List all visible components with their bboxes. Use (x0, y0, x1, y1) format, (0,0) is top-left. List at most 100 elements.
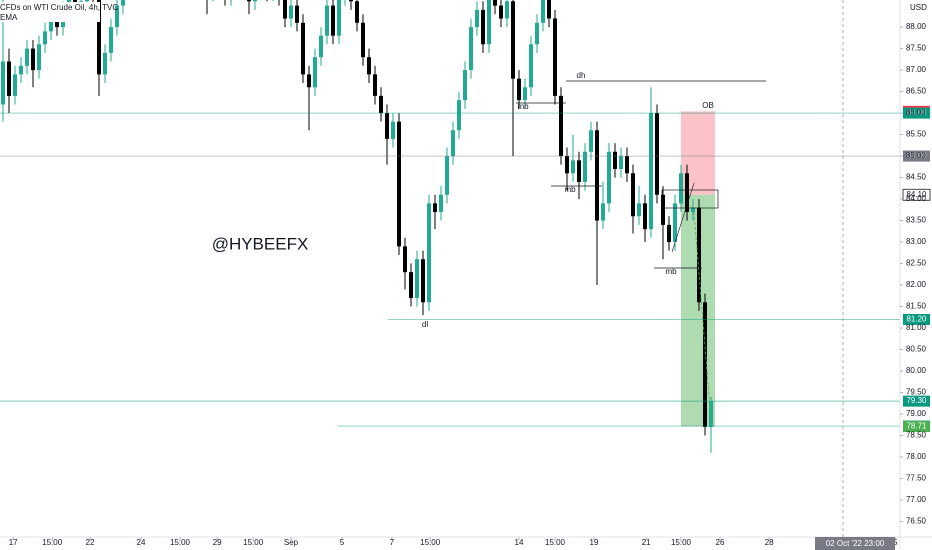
candle-body (523, 87, 527, 101)
x-tick-label: 7 (390, 538, 395, 547)
candle-body (583, 151, 587, 182)
chart-title: CFDs on WTI Crude Oil, 4h, TVC (0, 3, 118, 12)
x-tick-label: 15:00 (671, 538, 692, 547)
candle-body (679, 173, 683, 204)
candle-body (385, 113, 389, 139)
candle-body (295, 5, 299, 23)
drawings: dh mb mb OB dl mb @HYBEEFX (212, 0, 844, 537)
candle-body (283, 0, 287, 19)
candle-body (511, 1, 515, 79)
candle-body (415, 259, 419, 298)
candle-body (475, 9, 479, 28)
candle-body (97, 0, 101, 75)
candle-body (85, 0, 89, 2)
candle-body (499, 5, 503, 19)
candle-body (439, 194, 443, 212)
candle-body (589, 130, 593, 152)
y-tick-label: 85.00 (906, 151, 927, 160)
x-tick-label: 17 (9, 538, 18, 547)
y-tick-label: 78.50 (906, 431, 927, 440)
y-tick-label: 87.50 (906, 44, 927, 53)
candle-body (403, 246, 407, 273)
candle-body (409, 272, 413, 298)
y-tick-label: 79.50 (906, 388, 927, 397)
candle-body (547, 0, 551, 19)
candle-body (667, 224, 671, 243)
candle-body (457, 100, 461, 131)
y-tick-label: 76.50 (906, 517, 927, 526)
candle-body (115, 5, 119, 28)
candle-body (31, 48, 35, 71)
candle-body (685, 173, 689, 212)
y-tick-label: 85.50 (906, 130, 927, 139)
level-label: 79.30 (906, 396, 927, 405)
candle-body (319, 35, 323, 58)
level-label: 81.20 (906, 315, 927, 324)
y-tick-label: 86.50 (906, 87, 927, 96)
candle-body (103, 52, 107, 75)
y-tick-label: 78.00 (906, 452, 927, 461)
x-tick-label: 14 (515, 538, 524, 547)
candle-body (109, 27, 113, 53)
line (671, 182, 695, 253)
candles (1, 0, 713, 453)
candle-body (379, 95, 383, 114)
y-tick-label: 81.00 (906, 323, 927, 332)
y-tick-label: 80.00 (906, 366, 927, 375)
candle-body (607, 151, 611, 204)
candle-body (337, 0, 341, 36)
candle-body (445, 156, 449, 195)
currency: USD (910, 3, 927, 12)
candle-body (637, 203, 641, 217)
candle-body (463, 70, 467, 101)
x-tick-label: 29 (213, 538, 222, 547)
candle-body (397, 121, 401, 247)
candle-body (697, 207, 701, 303)
x-tick-label: 15:00 (545, 538, 566, 547)
candle-body (469, 27, 473, 71)
level-tag (903, 421, 930, 433)
candle-body (19, 65, 23, 75)
level-label: 86.00 (906, 108, 927, 117)
x-tick-label: 15:00 (42, 538, 63, 547)
level-label: 78.71 (906, 422, 927, 431)
y-tick-label: 88.00 (906, 22, 927, 31)
candle-body (325, 5, 329, 36)
candle-body (601, 203, 605, 221)
candle-body (487, 0, 491, 45)
annotation: mb (665, 267, 677, 276)
candle-body (391, 121, 395, 139)
y-tick-label: 82.00 (906, 280, 927, 289)
level-label: 84.10 (906, 190, 927, 199)
y-tick-label: 87.00 (906, 65, 927, 74)
annotation: mb (564, 185, 576, 194)
candle-body (655, 113, 659, 195)
candle-body (619, 156, 623, 169)
y-tick-label: 84.00 (906, 194, 927, 203)
candle-body (595, 130, 599, 221)
candle-body (289, 5, 293, 19)
candle-body (361, 22, 365, 58)
y-tick-label: 81.50 (906, 302, 927, 311)
annotation: dh (577, 71, 586, 80)
legend-bg (0, 2, 100, 22)
candle-body (649, 113, 653, 230)
annotation: OB (702, 101, 714, 110)
x-tick-label: 24 (137, 538, 146, 547)
x-tick-label: 28 (765, 538, 774, 547)
candle-body (541, 0, 545, 23)
y-tick-label: 82.50 (906, 259, 927, 268)
y-tick-label: 84.50 (906, 173, 927, 182)
candle-body (493, 0, 497, 6)
candle-body (535, 22, 539, 45)
candle-body (349, 0, 353, 2)
x-tick-label: 5 (340, 538, 345, 547)
box (661, 189, 719, 209)
candle-body (7, 61, 11, 96)
y-tick-label: 83.50 (906, 216, 927, 225)
candle-body (613, 151, 617, 169)
candle-body (517, 78, 521, 101)
